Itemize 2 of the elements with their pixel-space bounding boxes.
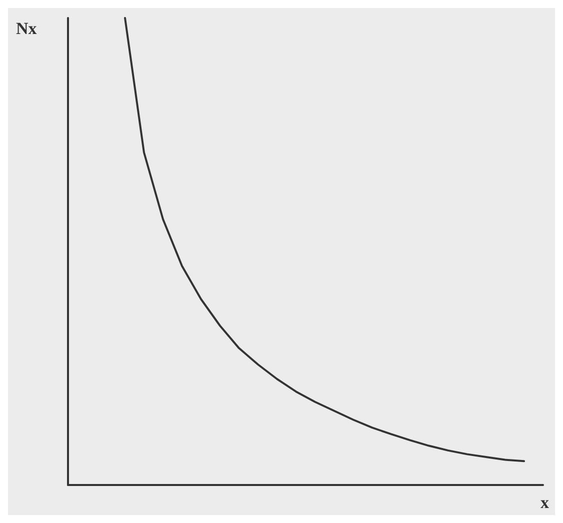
x-axis-title: x (540, 493, 550, 512)
y-axis-title: Nx (16, 19, 38, 38)
